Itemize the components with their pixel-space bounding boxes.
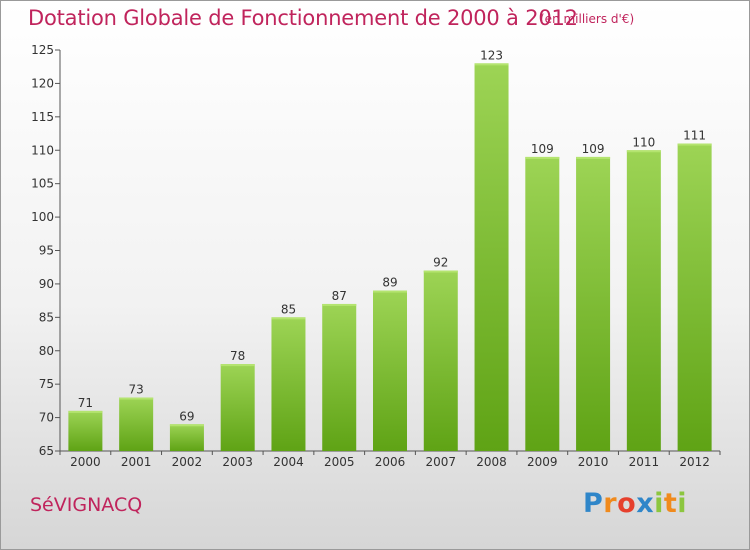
- bar-top-highlight: [68, 410, 103, 413]
- bar-top-highlight: [271, 317, 306, 320]
- data-label: 78: [230, 349, 245, 363]
- bar: [271, 317, 306, 451]
- x-tick-label: 2010: [578, 455, 609, 469]
- bars: [68, 63, 712, 452]
- data-label: 109: [582, 142, 605, 156]
- bar-top-highlight: [423, 270, 458, 273]
- bar-top-highlight: [169, 424, 204, 427]
- data-label: 110: [632, 135, 655, 149]
- y-tick-label: 80: [39, 344, 54, 358]
- bar: [525, 156, 560, 451]
- bar-top-highlight: [626, 150, 661, 153]
- y-tick-label: 65: [39, 444, 54, 458]
- x-tick-label: 2004: [273, 455, 304, 469]
- data-label: 71: [78, 396, 93, 410]
- bar: [576, 156, 611, 451]
- x-tick-label: 2001: [121, 455, 152, 469]
- data-label: 73: [129, 383, 144, 397]
- x-tick-label: 2009: [527, 455, 558, 469]
- bar-top-highlight: [322, 303, 357, 306]
- bar-top-highlight: [525, 156, 560, 159]
- data-label: 69: [179, 409, 194, 423]
- data-label: 111: [683, 129, 706, 143]
- chart-unit: (en milliers d'€): [540, 12, 635, 26]
- y-tick-label: 85: [39, 310, 54, 324]
- bar: [322, 303, 357, 451]
- bar: [119, 397, 154, 451]
- x-tick-label: 2006: [375, 455, 406, 469]
- bar: [373, 290, 407, 451]
- bar-top-highlight: [119, 397, 154, 400]
- labels: 2000 71 2001 73 2002 69 2003 78 2004 85 2005 87 2006…: [70, 48, 710, 469]
- y-tick-label: 115: [31, 110, 54, 124]
- bar: [68, 410, 103, 451]
- x-tick-label: 2007: [425, 455, 456, 469]
- bar: [474, 63, 509, 451]
- y-tick-label: 110: [31, 143, 54, 157]
- bar-top-highlight: [474, 63, 509, 66]
- data-label: 85: [281, 302, 296, 316]
- commune-name: SéVIGNACQ: [30, 494, 143, 516]
- y-tick-label: 75: [39, 377, 54, 391]
- data-label: 123: [480, 48, 503, 62]
- y-tick-label: 95: [39, 244, 54, 258]
- x-tick-label: 2000: [70, 455, 101, 469]
- data-label: 89: [382, 276, 397, 290]
- bar: [423, 270, 458, 451]
- data-label: 109: [531, 142, 554, 156]
- bar: [220, 364, 255, 451]
- x-tick-label: 2011: [629, 455, 660, 469]
- y-tick-label: 100: [31, 210, 54, 224]
- x-tick-label: 2002: [172, 455, 203, 469]
- chart-title: Dotation Globale de Fonctionnement de 20…: [28, 6, 578, 30]
- y-tick-label: 120: [31, 76, 54, 90]
- bar-top-highlight: [677, 143, 712, 146]
- bar: [626, 150, 661, 451]
- x-tick-label: 2005: [324, 455, 355, 469]
- y-tick-label: 125: [31, 43, 54, 57]
- y-tick-label: 90: [39, 277, 54, 291]
- data-label: 92: [433, 256, 448, 270]
- bar: [169, 424, 204, 451]
- data-label: 87: [332, 289, 347, 303]
- bar-top-highlight: [373, 290, 407, 293]
- bar: [677, 143, 712, 452]
- x-tick-label: 2003: [222, 455, 253, 469]
- bar-top-highlight: [220, 364, 255, 367]
- x-tick-label: 2012: [679, 455, 710, 469]
- x-tick-label: 2008: [476, 455, 507, 469]
- y-tick-label: 70: [39, 411, 54, 425]
- y-tick-label: 105: [31, 177, 54, 191]
- proxiti-logo: Proxiti: [583, 488, 688, 519]
- bar-top-highlight: [576, 156, 611, 159]
